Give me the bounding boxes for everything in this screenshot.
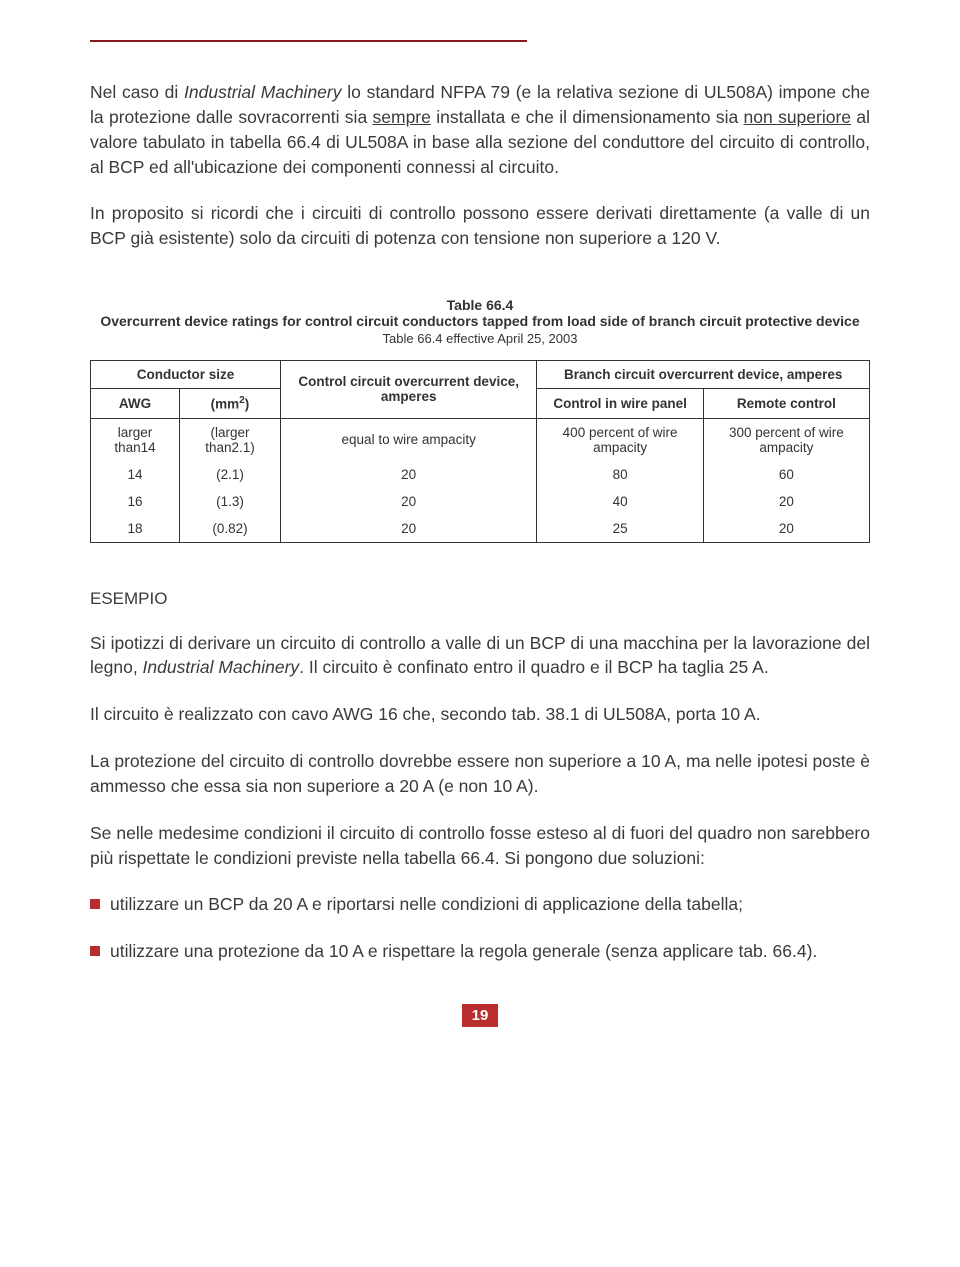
cell-awg: 14 [91,461,180,488]
col-control: Control circuit overcurrent device, ampe… [280,361,537,419]
bullet-list: utilizzare un BCP da 20 A e riportarsi n… [90,892,870,964]
table-row: 18 (0.82) 20 25 20 [91,515,870,543]
cell-panel: 25 [537,515,703,543]
data-table: Conductor size Control circuit overcurre… [90,360,870,543]
cell-ctrl: equal to wire ampacity [280,418,537,461]
esempio-paragraph-2: Il circuito è realizzato con cavo AWG 16… [90,702,870,727]
cell-awg: larger than14 [91,418,180,461]
table-header-row-1: Conductor size Control circuit overcurre… [91,361,870,389]
text-italic: Industrial Machinery [143,657,300,677]
cell-awg: 18 [91,515,180,543]
col-remote: Remote control [703,389,869,419]
text-italic: Industrial Machinery [184,82,341,102]
cell-mm2: (larger than2.1) [180,418,281,461]
paragraph-2: In proposito si ricordi che i circuiti d… [90,201,870,251]
text-underline: sempre [373,107,431,127]
text: . Il circuito è confinato entro il quadr… [299,657,769,677]
cell-ctrl: 20 [280,515,537,543]
table-caption: Table 66.4 Overcurrent device ratings fo… [90,297,870,329]
text: Nel caso di [90,82,184,102]
bullet-item: utilizzare una protezione da 10 A e risp… [90,939,870,964]
page-number: 19 [462,1004,499,1027]
page-number-wrap: 19 [90,1004,870,1027]
bullet-item: utilizzare un BCP da 20 A e riportarsi n… [90,892,870,917]
cell-ctrl: 20 [280,461,537,488]
text: (mm [211,397,240,412]
header-rule [90,40,527,42]
table-subcaption: Table 66.4 effective April 25, 2003 [90,331,870,346]
esempio-heading: ESEMPIO [90,589,870,609]
cell-panel: 40 [537,488,703,515]
col-conductor-size: Conductor size [91,361,281,389]
cell-remote: 20 [703,488,869,515]
page: Nel caso di Industrial Machinery lo stan… [0,0,960,1067]
text: installata e che il dimensionamento sia [431,107,744,127]
cell-mm2: (2.1) [180,461,281,488]
paragraph-1: Nel caso di Industrial Machinery lo stan… [90,80,870,179]
cell-panel: 400 percent of wire ampacity [537,418,703,461]
cell-mm2: (1.3) [180,488,281,515]
esempio-paragraph-1: Si ipotizzi di derivare un circuito di c… [90,631,870,681]
cell-ctrl: 20 [280,488,537,515]
table-caption-line1: Table 66.4 [90,297,870,313]
text: ) [245,397,250,412]
cell-awg: 16 [91,488,180,515]
col-mm2: (mm2) [180,389,281,419]
col-awg: AWG [91,389,180,419]
text-underline: non superiore [744,107,852,127]
table-row: larger than14 (larger than2.1) equal to … [91,418,870,461]
table-row: 16 (1.3) 20 40 20 [91,488,870,515]
esempio-paragraph-3: La protezione del circuito di controllo … [90,749,870,799]
table-caption-line2: Overcurrent device ratings for control c… [90,313,870,329]
col-branch: Branch circuit overcurrent device, amper… [537,361,870,389]
cell-remote: 300 percent of wire ampacity [703,418,869,461]
table-row: 14 (2.1) 20 80 60 [91,461,870,488]
cell-mm2: (0.82) [180,515,281,543]
esempio-paragraph-4: Se nelle medesime condizioni il circuito… [90,821,870,871]
cell-remote: 20 [703,515,869,543]
cell-remote: 60 [703,461,869,488]
col-panel: Control in wire panel [537,389,703,419]
cell-panel: 80 [537,461,703,488]
